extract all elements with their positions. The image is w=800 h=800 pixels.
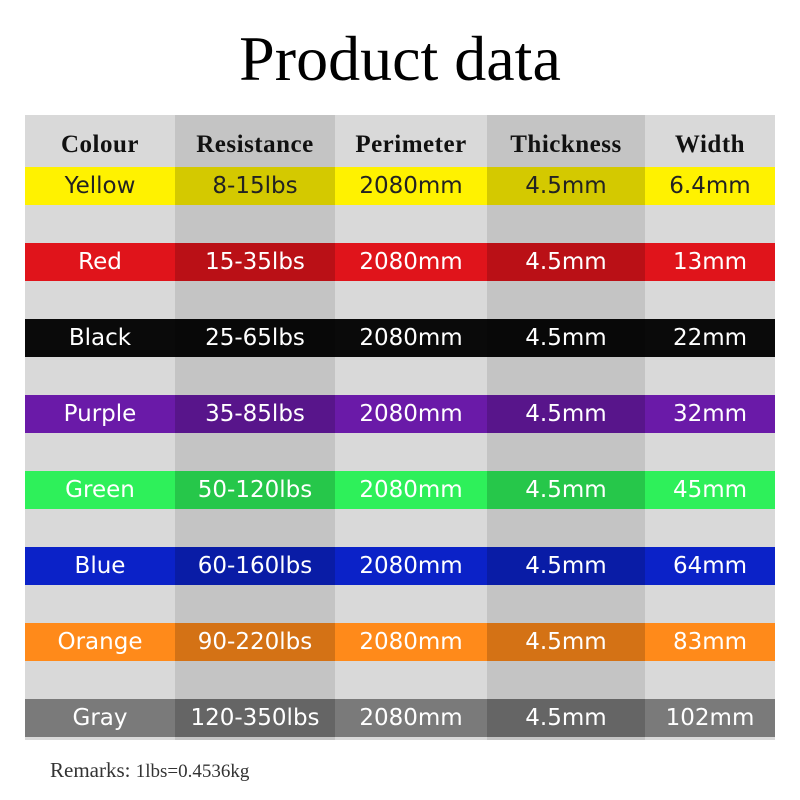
- table-cell: 83mm: [672, 629, 748, 655]
- table-cell: 2080mm: [359, 249, 463, 275]
- table-cell: 35-85lbs: [205, 401, 305, 427]
- cell-shade: [175, 547, 335, 585]
- remarks: Remarks: 1lbs=0.4536kg: [50, 758, 249, 783]
- table-cell: 102mm: [665, 705, 755, 731]
- table-cell: 4.5mm: [525, 249, 607, 275]
- table-cell: Orange: [57, 629, 143, 655]
- row-band: [25, 167, 775, 205]
- row-band: [25, 471, 775, 509]
- cell-shade: [487, 167, 645, 205]
- table-cell: 4.5mm: [525, 705, 607, 731]
- cell-shade: [487, 623, 645, 661]
- table-cell: 64mm: [672, 553, 748, 579]
- table-cell: 15-35lbs: [205, 249, 305, 275]
- cell-shade: [175, 699, 335, 737]
- table-cell: Yellow: [64, 173, 136, 199]
- table-cell: Black: [68, 325, 132, 351]
- cell-shade: [487, 395, 645, 433]
- table-cell: 2080mm: [359, 705, 463, 731]
- column-header: Colour: [61, 131, 139, 158]
- table-cell: 13mm: [672, 249, 748, 275]
- cell-shade: [175, 167, 335, 205]
- cell-shade: [175, 243, 335, 281]
- table-cell: 2080mm: [359, 325, 463, 351]
- table-cell: 120-350lbs: [190, 705, 320, 731]
- table-cell: 2080mm: [359, 629, 463, 655]
- table-cell: 60-160lbs: [197, 553, 313, 579]
- row-band: [25, 319, 775, 357]
- remarks-text: 1lbs=0.4536kg: [135, 761, 250, 782]
- row-band: [25, 547, 775, 585]
- table-cell: 32mm: [672, 401, 748, 427]
- row-band: [25, 395, 775, 433]
- row-band: [25, 623, 775, 661]
- table: Colour Resistance Perimeter Thickness Width Y…: [25, 115, 775, 740]
- cell-shade: [487, 319, 645, 357]
- column-header: Thickness: [510, 131, 622, 158]
- table-cell: Purple: [63, 401, 137, 427]
- column-header: Width: [674, 131, 746, 158]
- table-cell: 2080mm: [359, 401, 463, 427]
- table-cell: 90-220lbs: [197, 629, 313, 655]
- table-cell: 2080mm: [359, 477, 463, 503]
- cell-shade: [487, 471, 645, 509]
- table-cell: 6.4mm: [669, 173, 751, 199]
- table-cell: 4.5mm: [525, 629, 607, 655]
- cell-shade: [175, 471, 335, 509]
- column-header: Perimeter: [355, 131, 467, 158]
- table-cell: 45mm: [672, 477, 748, 503]
- remarks-label: Remarks:: [50, 758, 131, 782]
- table-cell: Red: [78, 249, 122, 275]
- column-header: Resistance: [196, 131, 314, 158]
- cell-shade: [175, 395, 335, 433]
- row-band: [25, 699, 775, 737]
- table-cell: Green: [65, 477, 135, 503]
- cell-shade: [175, 319, 335, 357]
- table-cell: Blue: [74, 553, 126, 579]
- table-cell: 2080mm: [359, 173, 463, 199]
- title: Product data: [239, 23, 561, 94]
- table-cell: 50-120lbs: [197, 477, 313, 503]
- table-cell: 8-15lbs: [212, 173, 298, 199]
- table-cell: 4.5mm: [525, 325, 607, 351]
- table-cell: Gray: [72, 705, 128, 731]
- table-cell: 25-65lbs: [205, 325, 305, 351]
- table-cell: 4.5mm: [525, 173, 607, 199]
- table-cell: 2080mm: [359, 553, 463, 579]
- table-cell: 4.5mm: [525, 477, 607, 503]
- cell-shade: [487, 547, 645, 585]
- row-band: [25, 243, 775, 281]
- table-cell: 4.5mm: [525, 401, 607, 427]
- cell-shade: [487, 699, 645, 737]
- cell-shade: [487, 243, 645, 281]
- table-cell: 4.5mm: [525, 553, 607, 579]
- cell-shade: [175, 623, 335, 661]
- table-cell: 22mm: [672, 325, 748, 351]
